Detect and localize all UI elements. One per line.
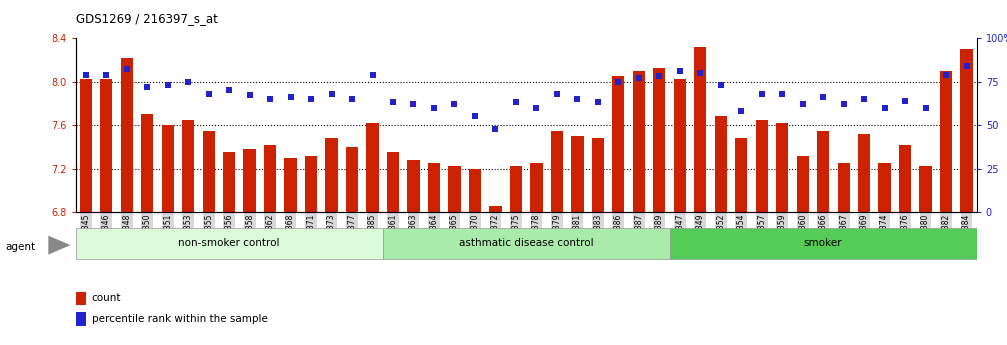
Bar xyxy=(899,145,911,212)
Text: count: count xyxy=(92,294,121,303)
Bar xyxy=(632,71,644,212)
Bar xyxy=(223,152,236,212)
Bar xyxy=(264,145,276,212)
Point xyxy=(222,87,238,93)
Bar xyxy=(305,156,317,212)
Point xyxy=(78,72,94,77)
Text: non-smoker control: non-smoker control xyxy=(178,238,280,247)
Point xyxy=(774,91,790,97)
Point xyxy=(283,95,299,100)
Bar xyxy=(202,130,214,212)
Bar xyxy=(489,206,501,212)
Polygon shape xyxy=(48,236,70,255)
Bar xyxy=(551,130,563,212)
Point xyxy=(753,91,769,97)
Point xyxy=(303,96,319,102)
Bar xyxy=(715,116,727,212)
Point xyxy=(672,68,688,74)
Bar xyxy=(919,166,931,212)
Point xyxy=(446,101,462,107)
Point xyxy=(876,105,892,110)
Point xyxy=(959,63,975,69)
Point xyxy=(487,126,504,131)
Point xyxy=(713,82,729,88)
Bar xyxy=(367,123,379,212)
Point xyxy=(836,101,852,107)
Bar xyxy=(838,163,850,212)
Point xyxy=(385,100,401,105)
Bar xyxy=(735,138,747,212)
Bar xyxy=(141,114,153,212)
Bar xyxy=(80,79,92,212)
Point xyxy=(692,70,708,76)
Bar xyxy=(182,120,194,212)
Point xyxy=(856,96,872,102)
Bar xyxy=(531,163,543,212)
Bar xyxy=(776,123,788,212)
Bar xyxy=(670,228,977,259)
Bar xyxy=(674,79,686,212)
Point xyxy=(467,114,483,119)
Bar xyxy=(878,163,891,212)
Point xyxy=(344,96,361,102)
Point xyxy=(610,79,626,84)
Bar xyxy=(325,138,337,212)
Bar xyxy=(161,125,174,212)
Bar xyxy=(817,130,830,212)
Point xyxy=(426,105,442,110)
Point xyxy=(262,96,278,102)
Bar xyxy=(797,156,809,212)
Bar xyxy=(284,158,297,212)
Text: agent: agent xyxy=(5,242,35,252)
Point xyxy=(917,105,933,110)
Point xyxy=(119,67,135,72)
Bar xyxy=(469,169,481,212)
Bar xyxy=(100,79,113,212)
Bar xyxy=(428,163,440,212)
Bar xyxy=(408,160,420,212)
Bar xyxy=(654,68,666,212)
Text: percentile rank within the sample: percentile rank within the sample xyxy=(92,314,268,324)
Point xyxy=(815,95,831,100)
Point xyxy=(406,101,422,107)
Point xyxy=(938,72,954,77)
Point xyxy=(549,91,565,97)
Bar xyxy=(387,152,399,212)
Bar xyxy=(571,136,583,212)
Point xyxy=(508,100,524,105)
Bar xyxy=(940,71,953,212)
Point xyxy=(139,84,155,89)
Bar xyxy=(961,49,973,212)
Bar xyxy=(244,149,256,212)
Point xyxy=(242,93,258,98)
Bar xyxy=(346,147,358,212)
Bar xyxy=(76,228,383,259)
Point xyxy=(652,73,668,79)
Bar xyxy=(858,134,870,212)
Text: asthmatic disease control: asthmatic disease control xyxy=(459,238,593,247)
Point xyxy=(733,108,749,114)
Bar xyxy=(383,228,670,259)
Point xyxy=(200,91,217,97)
Text: smoker: smoker xyxy=(804,238,843,247)
Point xyxy=(795,101,811,107)
Point xyxy=(569,96,585,102)
Bar xyxy=(694,47,707,212)
Bar xyxy=(121,58,133,212)
Point xyxy=(323,91,339,97)
Point xyxy=(630,75,646,81)
Point xyxy=(529,105,545,110)
Bar xyxy=(510,166,522,212)
Bar xyxy=(755,120,768,212)
Point xyxy=(180,79,196,84)
Point xyxy=(590,100,606,105)
Bar xyxy=(448,166,460,212)
Bar xyxy=(592,138,604,212)
Bar xyxy=(612,76,624,212)
Text: GDS1269 / 216397_s_at: GDS1269 / 216397_s_at xyxy=(76,12,218,25)
Point xyxy=(99,72,115,77)
Point xyxy=(365,72,381,77)
Point xyxy=(160,82,176,88)
Point xyxy=(897,98,913,104)
